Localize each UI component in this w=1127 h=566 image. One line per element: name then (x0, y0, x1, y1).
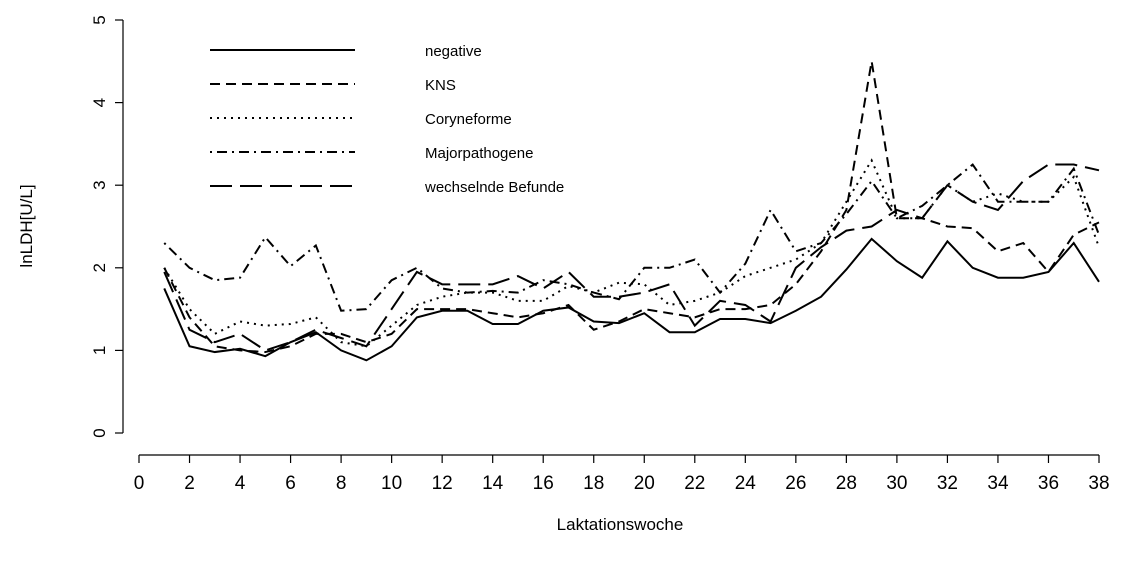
legend-label: wechselnde Befunde (424, 179, 564, 196)
y-axis-label: lnLDH[U/L] (17, 184, 36, 267)
x-tick-label: 6 (285, 473, 296, 494)
x-tick-label: 26 (785, 473, 806, 494)
y-tick-label: 3 (90, 180, 109, 189)
x-tick-label: 30 (886, 473, 907, 494)
series-line (163, 237, 1100, 362)
x-tick-label: 2 (184, 473, 195, 494)
x-axis-label: Laktationswoche (557, 515, 684, 534)
x-tick-label: 8 (336, 473, 347, 494)
y-tick-label: 5 (90, 15, 109, 24)
x-tick-label: 12 (432, 473, 453, 494)
x-tick-label: 0 (134, 473, 145, 494)
series-line (163, 163, 1100, 352)
series-line (163, 163, 1100, 312)
x-tick-label: 20 (634, 473, 655, 494)
legend-label: negative (425, 43, 482, 60)
y-tick-label: 1 (90, 346, 109, 355)
x-tick-label: 38 (1088, 473, 1109, 494)
x-tick-label: 10 (381, 473, 402, 494)
x-tick-label: 32 (937, 473, 958, 494)
legend-label: Majorpathogene (425, 145, 533, 162)
x-tick-label: 36 (1038, 473, 1059, 494)
x-tick-label: 22 (684, 473, 705, 494)
x-tick-label: 24 (735, 473, 757, 494)
x-tick-label: 16 (533, 473, 554, 494)
y-tick-label: 2 (90, 263, 109, 272)
legend-label: KNS (425, 77, 456, 94)
y-tick-label: 0 (90, 428, 109, 437)
x-tick-label: 34 (987, 473, 1009, 494)
x-tick-label: 4 (235, 473, 246, 494)
x-tick-label: 28 (836, 473, 857, 494)
x-tick-label: 18 (583, 473, 604, 494)
series-line (163, 61, 1100, 354)
y-tick-label: 4 (90, 98, 109, 107)
x-tick-label: 14 (482, 473, 504, 494)
legend-label: Coryneforme (425, 111, 512, 128)
